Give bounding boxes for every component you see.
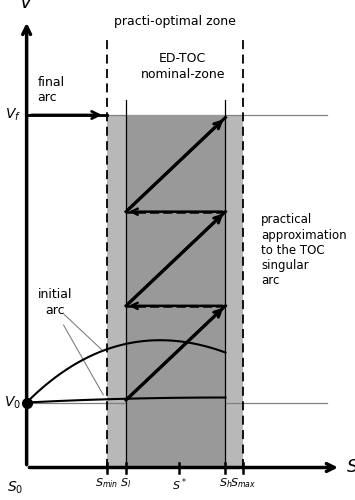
Text: $S_{max}$: $S_{max}$ [230,476,256,490]
Text: $S$: $S$ [346,458,355,476]
Text: $S_0$: $S_0$ [7,480,23,496]
Text: $S_l$: $S_l$ [120,476,132,490]
Text: practical
approximation
to the TOC
singular
arc: practical approximation to the TOC singu… [261,214,346,286]
Text: $V$: $V$ [19,0,34,12]
Text: $S^*$: $S^*$ [172,476,187,493]
Text: $S_h$: $S_h$ [219,476,232,490]
Text: final
arc: final arc [37,76,64,104]
Text: initial
arc: initial arc [38,288,72,316]
Bar [126,115,225,468]
Text: $V_f$: $V_f$ [5,107,21,123]
Bar [106,115,243,468]
Text: $V_0$: $V_0$ [4,394,21,410]
Text: ED-TOC
nominal-zone: ED-TOC nominal-zone [141,52,225,80]
Text: practi-optimal zone: practi-optimal zone [114,14,236,28]
Text: $S_{min}$: $S_{min}$ [95,476,118,490]
